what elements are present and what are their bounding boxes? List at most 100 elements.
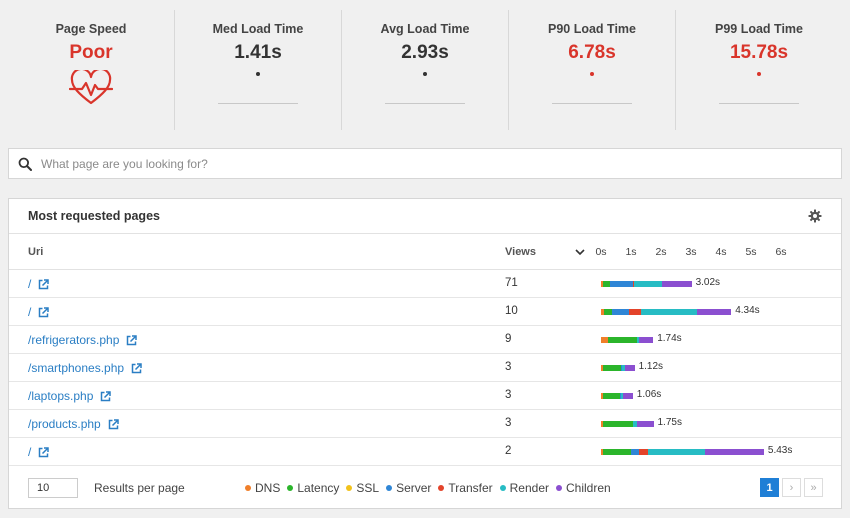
uri-cell: /refrigerators.php <box>28 333 138 347</box>
legend-label: Latency <box>297 481 340 495</box>
legend-item: SSL <box>346 481 379 495</box>
legend-label: DNS <box>255 481 281 495</box>
uri-link[interactable]: / <box>28 445 32 459</box>
timing-legend: DNS Latency SSL Server Transfer Render Childre… <box>245 481 618 495</box>
views-cell: 2 <box>505 445 512 457</box>
time-axis-tick: 4s <box>715 246 727 258</box>
load-time-label: 3.02s <box>695 277 721 288</box>
external-link-icon[interactable] <box>38 446 50 458</box>
per-page-label: Results per page <box>94 481 185 495</box>
table-row[interactable]: /products.php 3 1.75s <box>9 410 841 438</box>
table-row[interactable]: /laptops.php 3 1.06s <box>9 382 841 410</box>
views-cell: 3 <box>505 417 512 429</box>
bar-segment-children <box>696 309 732 315</box>
legend-label: Transfer <box>448 481 493 495</box>
sparkline-baseline <box>385 103 465 104</box>
uri-cell: /laptops.php <box>28 389 112 403</box>
external-link-icon[interactable] <box>131 362 142 374</box>
external-link-icon[interactable] <box>100 390 112 402</box>
bar-segment-latency <box>602 393 620 399</box>
external-link-icon[interactable] <box>126 334 138 346</box>
bar-segment-dns <box>601 393 603 399</box>
legend-dot <box>556 485 562 491</box>
uri-link[interactable]: /smartphones.php <box>28 361 125 375</box>
pagination: 1 › » <box>757 478 823 497</box>
table-row[interactable]: / 2 5.43s <box>9 438 841 466</box>
load-time-bar <box>601 337 654 343</box>
time-axis-tick: 5s <box>745 246 757 258</box>
load-time-label: 1.06s <box>636 389 662 400</box>
legend-item: Latency <box>287 481 339 495</box>
table-row[interactable]: /refrigerators.php 9 1.74s <box>9 326 841 354</box>
stat-label: Med Load Time <box>212 22 304 36</box>
bar-segment-server <box>620 365 622 371</box>
bar-segment-latency <box>608 337 638 343</box>
chevron-down-icon[interactable] <box>575 248 585 256</box>
last-page-button[interactable]: » <box>804 478 823 497</box>
table-row[interactable]: / 10 4.34s <box>9 298 841 326</box>
sparkline-dot <box>256 72 260 76</box>
column-header-views[interactable]: Views <box>505 245 536 258</box>
legend-item: Server <box>386 481 431 495</box>
table-row[interactable]: / 71 3.02s <box>9 270 841 298</box>
bar-segment-server <box>631 449 640 455</box>
column-header-uri[interactable]: Uri <box>28 245 44 258</box>
uri-link[interactable]: / <box>28 305 32 319</box>
stat-value: Poor <box>69 42 113 63</box>
load-time-bar <box>601 309 732 315</box>
legend-label: SSL <box>356 481 380 495</box>
legend-dot <box>438 485 445 491</box>
table-header: Uri Views 0s 1s 2s 3s 4s 5s 6s <box>9 234 841 270</box>
sparkline-dot <box>590 72 594 76</box>
stat-page-speed: Page Speed Poor <box>8 10 174 130</box>
external-link-icon[interactable] <box>38 278 50 290</box>
time-axis-tick: 1s <box>625 246 637 258</box>
bar-segment-children <box>623 393 633 399</box>
load-time-label: 1.74s <box>657 333 682 344</box>
bar-segment-transfer <box>639 449 649 455</box>
stat-label: Avg Load Time <box>380 22 470 36</box>
external-link-icon[interactable] <box>38 306 50 318</box>
views-cell: 71 <box>505 277 518 289</box>
bar-segment-server <box>619 393 622 399</box>
most-requested-panel: Most requested pages Uri Views <box>8 198 842 509</box>
bar-segment-server <box>610 281 634 287</box>
per-page-input[interactable] <box>28 478 78 498</box>
load-time-bar <box>601 281 692 287</box>
uri-link[interactable]: /refrigerators.php <box>28 333 120 347</box>
uri-link[interactable]: / <box>28 277 32 291</box>
panel-title: Most requested pages <box>28 209 160 223</box>
bar-segment-children <box>705 449 764 455</box>
bar-segment-children <box>639 337 654 343</box>
uri-link[interactable]: /laptops.php <box>28 389 94 403</box>
bar-segment-render <box>637 337 640 343</box>
load-time-bar <box>601 449 764 455</box>
time-axis-tick: 2s <box>655 246 667 258</box>
bar-segment-dns <box>601 365 603 371</box>
external-link-icon[interactable] <box>108 418 119 430</box>
legend-dot <box>386 485 393 491</box>
bar-segment-render <box>648 449 706 455</box>
stats-strip: Page Speed Poor Med Load Time 1.41s Avg … <box>8 10 842 130</box>
legend-dot <box>499 485 506 491</box>
bar-segment-dns <box>601 281 604 287</box>
load-time-bar <box>601 421 654 427</box>
search-bar[interactable] <box>8 148 842 179</box>
next-page-button[interactable]: › <box>782 478 801 497</box>
search-input[interactable] <box>41 156 841 171</box>
bar-segment-transfer <box>628 309 641 315</box>
load-time-label: 4.34s <box>735 305 760 316</box>
bar-segment-render <box>633 281 663 287</box>
uri-cell: /products.php <box>28 417 119 431</box>
legend-item: Render <box>499 481 549 495</box>
time-axis-tick: 6s <box>775 246 787 258</box>
page-1-button[interactable]: 1 <box>760 478 779 497</box>
stat-value: 2.93s <box>401 42 449 63</box>
sparkline-dot <box>423 72 427 76</box>
panel-header: Most requested pages <box>9 199 841 234</box>
gear-icon[interactable] <box>808 209 822 223</box>
table-row[interactable]: /smartphones.php 3 1.12s <box>9 354 841 382</box>
uri-link[interactable]: /products.php <box>28 417 101 431</box>
load-time-bar <box>601 365 635 371</box>
bar-segment-dns <box>601 421 603 427</box>
